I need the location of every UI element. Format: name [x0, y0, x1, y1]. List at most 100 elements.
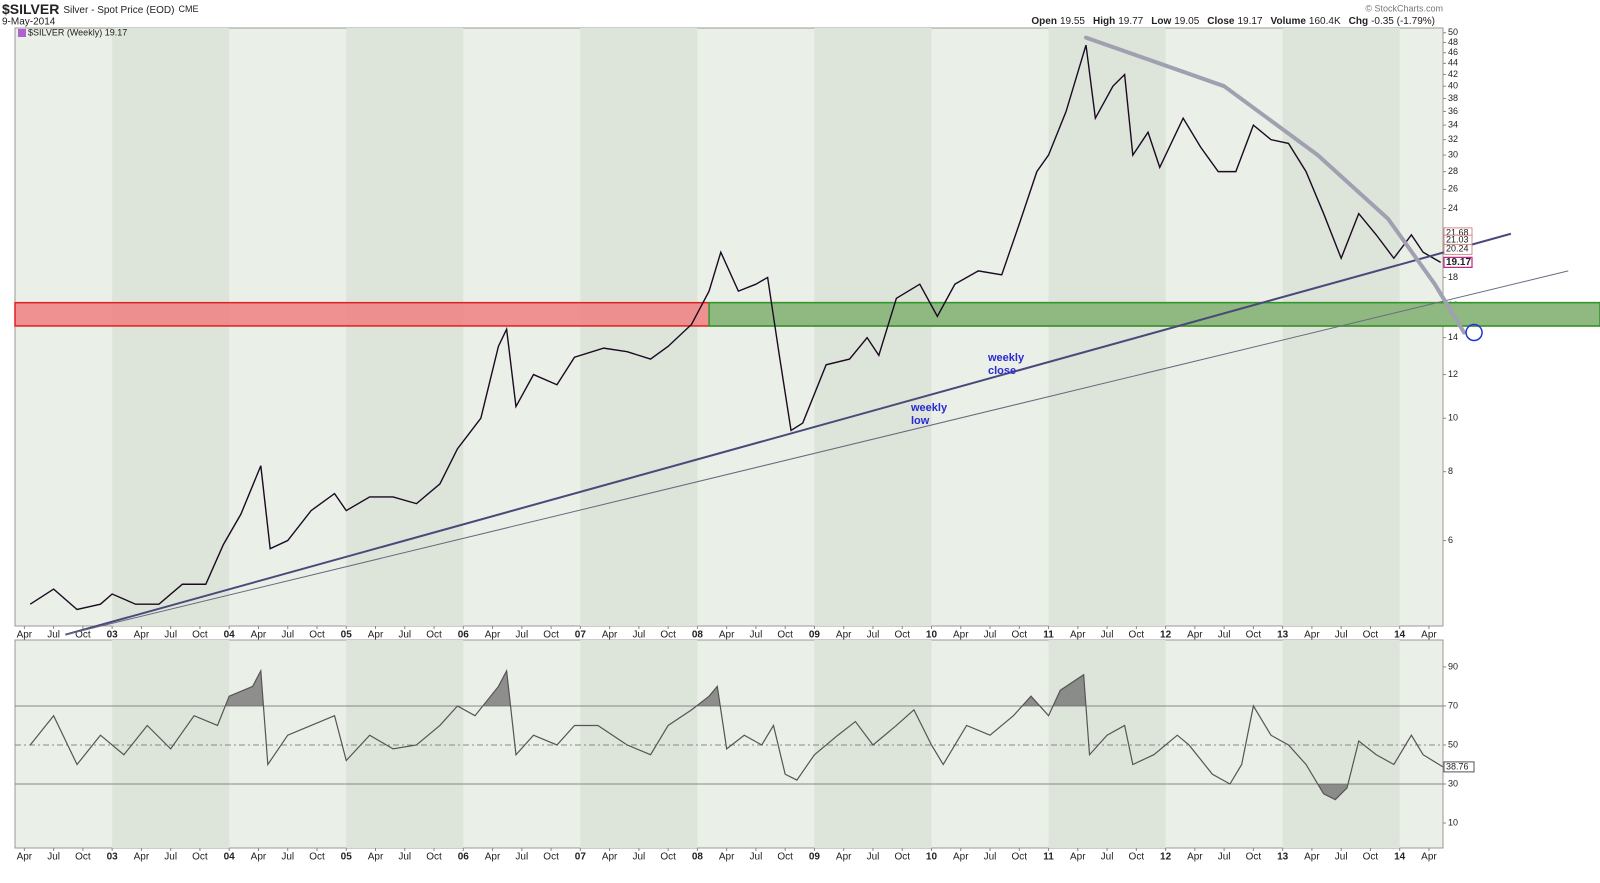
y-tick-label: 24 [1448, 203, 1458, 213]
x-tick-label: Apr [1070, 852, 1086, 863]
price-label: 21.68 [1446, 227, 1469, 237]
x-tick-label: Oct [426, 852, 442, 863]
y-tick-label: 30 [1448, 149, 1458, 159]
header-line: $SILVER Silver - Spot Price (EOD) CME [2, 1, 198, 17]
quote-value: 19.17 [1238, 16, 1263, 27]
quote-label: Open [1031, 16, 1057, 27]
x-tick-label: Oct [1129, 630, 1145, 641]
x-tick-label: Jul [1101, 852, 1114, 863]
x-tick-label: Oct [426, 630, 442, 641]
y-tick-label: 50 [1448, 27, 1458, 37]
x-tick-label: Jul [750, 630, 763, 641]
x-tick-label: Oct [75, 852, 91, 863]
x-tick-label: Jul [1218, 630, 1231, 641]
x-tick-label: Jul [164, 852, 177, 863]
x-tick-label: Oct [894, 630, 910, 641]
quote-value: 19.05 [1174, 16, 1199, 27]
x-tick-label: 05 [341, 630, 353, 641]
year-band [1048, 28, 1166, 626]
x-tick-label: Jul [632, 630, 645, 641]
annotation: weekly [910, 402, 948, 414]
x-tick-label: 07 [575, 852, 587, 863]
x-tick-label: Apr [719, 852, 735, 863]
x-tick-label: Apr [1187, 630, 1203, 641]
x-tick-label: Apr [1070, 630, 1086, 641]
year-band [580, 28, 698, 626]
year-band [814, 28, 932, 626]
annotation: close [988, 365, 1016, 377]
y-tick-label: 18 [1448, 272, 1458, 282]
x-tick-label: Apr [485, 630, 501, 641]
y-tick-label: 26 [1448, 184, 1458, 194]
x-tick-label: Apr [368, 852, 384, 863]
x-tick-label: Jul [1335, 630, 1348, 641]
x-tick-label: Oct [1246, 630, 1262, 641]
x-tick-label: Jul [1218, 852, 1231, 863]
x-tick-label: Apr [1421, 630, 1437, 641]
x-tick-label: Jul [1101, 630, 1114, 641]
x-tick-label: Oct [1129, 852, 1145, 863]
x-tick-label: Jul [398, 852, 411, 863]
x-tick-label: Jul [398, 630, 411, 641]
x-tick-label: Jul [47, 852, 60, 863]
arc [1084, 35, 1467, 335]
plot-area [14, 27, 1444, 627]
quote-label: Chg [1349, 16, 1368, 27]
x-tick-label: Apr [602, 630, 618, 641]
annotation: low [911, 415, 930, 427]
x-tick-label: Oct [192, 630, 208, 641]
x-tick-label: Jul [867, 630, 880, 641]
x-tick-label: Oct [777, 852, 793, 863]
x-tick-label: 08 [692, 852, 704, 863]
x-tick-label: Oct [543, 852, 559, 863]
plot-area [14, 639, 1444, 849]
trendline [65, 232, 1512, 636]
x-tick-label: Oct [894, 852, 910, 863]
x-tick-label: Apr [602, 852, 618, 863]
x-tick-label: Apr [836, 630, 852, 641]
year-band [112, 28, 230, 626]
y-tick-label: 8 [1448, 466, 1453, 476]
x-tick-label: Jul [515, 630, 528, 641]
y-tick-label: 48 [1448, 37, 1458, 47]
price-label: 19.17 [1446, 257, 1471, 268]
x-tick-label: 11 [1043, 630, 1054, 641]
x-tick-label: Jul [281, 852, 294, 863]
x-tick-label: Apr [17, 630, 33, 641]
y-tick-label: 90 [1448, 661, 1458, 671]
year-band [346, 28, 464, 626]
x-tick-label: Apr [17, 852, 33, 863]
y-tick-label: 10 [1448, 413, 1458, 423]
x-tick-label: Apr [1304, 852, 1320, 863]
year-band [580, 640, 698, 848]
x-tick-label: 11 [1043, 852, 1054, 863]
x-tick-label: 06 [458, 852, 470, 863]
y-tick-label: 50 [1448, 739, 1458, 749]
x-tick-label: 05 [341, 852, 353, 863]
x-tick-label: 12 [1160, 630, 1172, 641]
x-tick-label: Jul [164, 630, 177, 641]
x-tick-label: Oct [1363, 630, 1379, 641]
x-tick-label: Apr [953, 630, 969, 641]
x-tick-label: Oct [543, 630, 559, 641]
y-tick-label: 32 [1448, 134, 1458, 144]
x-tick-label: Apr [719, 630, 735, 641]
x-tick-label: 14 [1394, 852, 1406, 863]
target-marker [1465, 323, 1483, 342]
year-band [1282, 640, 1400, 848]
price-line [29, 44, 1442, 611]
x-tick-label: Jul [281, 630, 294, 641]
y-tick-label: 10 [1448, 817, 1458, 827]
y-tick-label: 12 [1448, 369, 1458, 379]
x-tick-label: Jul [984, 630, 997, 641]
x-tick-label: Oct [192, 852, 208, 863]
x-tick-label: Oct [75, 630, 91, 641]
y-tick-label: 14 [1448, 332, 1458, 342]
y-tick-label: 34 [1448, 119, 1458, 129]
price-label: 20.24 [1446, 244, 1469, 254]
zone [708, 301, 1600, 327]
year-band [346, 640, 464, 848]
trendline [65, 270, 1569, 636]
x-tick-label: Jul [515, 852, 528, 863]
